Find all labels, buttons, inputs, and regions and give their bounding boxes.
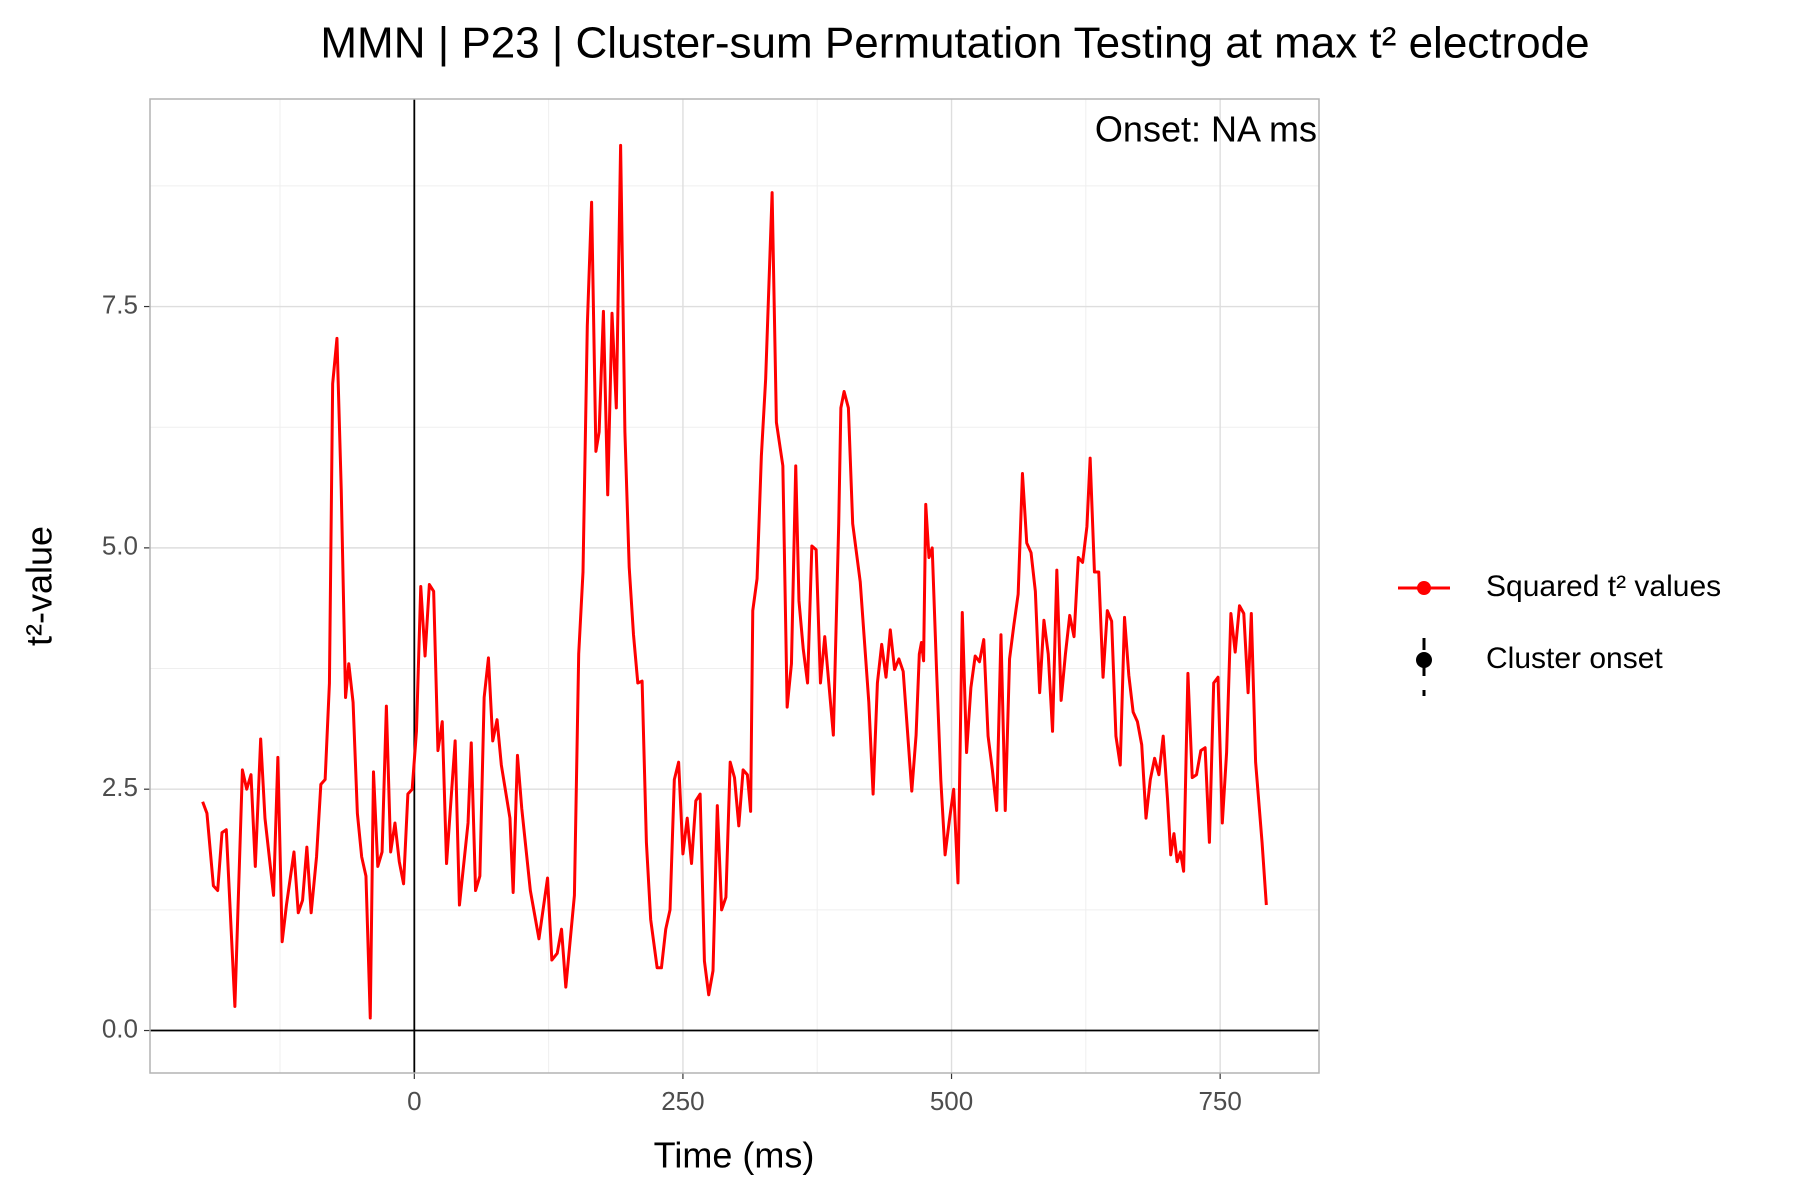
x-tick-label: 250 (661, 1086, 704, 1116)
data-line (201, 143, 1268, 1020)
y-axis-label: t²-value (19, 526, 60, 646)
legend-point (1416, 652, 1432, 668)
annotation: Onset: NA ms (1095, 109, 1317, 150)
y-tick-label: 2.5 (102, 772, 138, 802)
x-tick-label: 750 (1198, 1086, 1241, 1116)
legend-label: Squared t² values (1486, 570, 1721, 603)
chart-title: MMN | P23 | Cluster-sum Permutation Test… (320, 19, 1589, 68)
y-tick-label: 7.5 (102, 289, 138, 319)
x-tick-label: 500 (930, 1086, 973, 1116)
x-tick-label: 0 (407, 1086, 421, 1116)
x-axis-label: Time (ms) (654, 1135, 815, 1176)
y-tick-label: 5.0 (102, 531, 138, 561)
plot-border (149, 98, 1320, 1074)
legend-label: Cluster onset (1486, 642, 1663, 675)
legend-point (1417, 581, 1431, 595)
y-tick-label: 0.0 (102, 1013, 138, 1043)
